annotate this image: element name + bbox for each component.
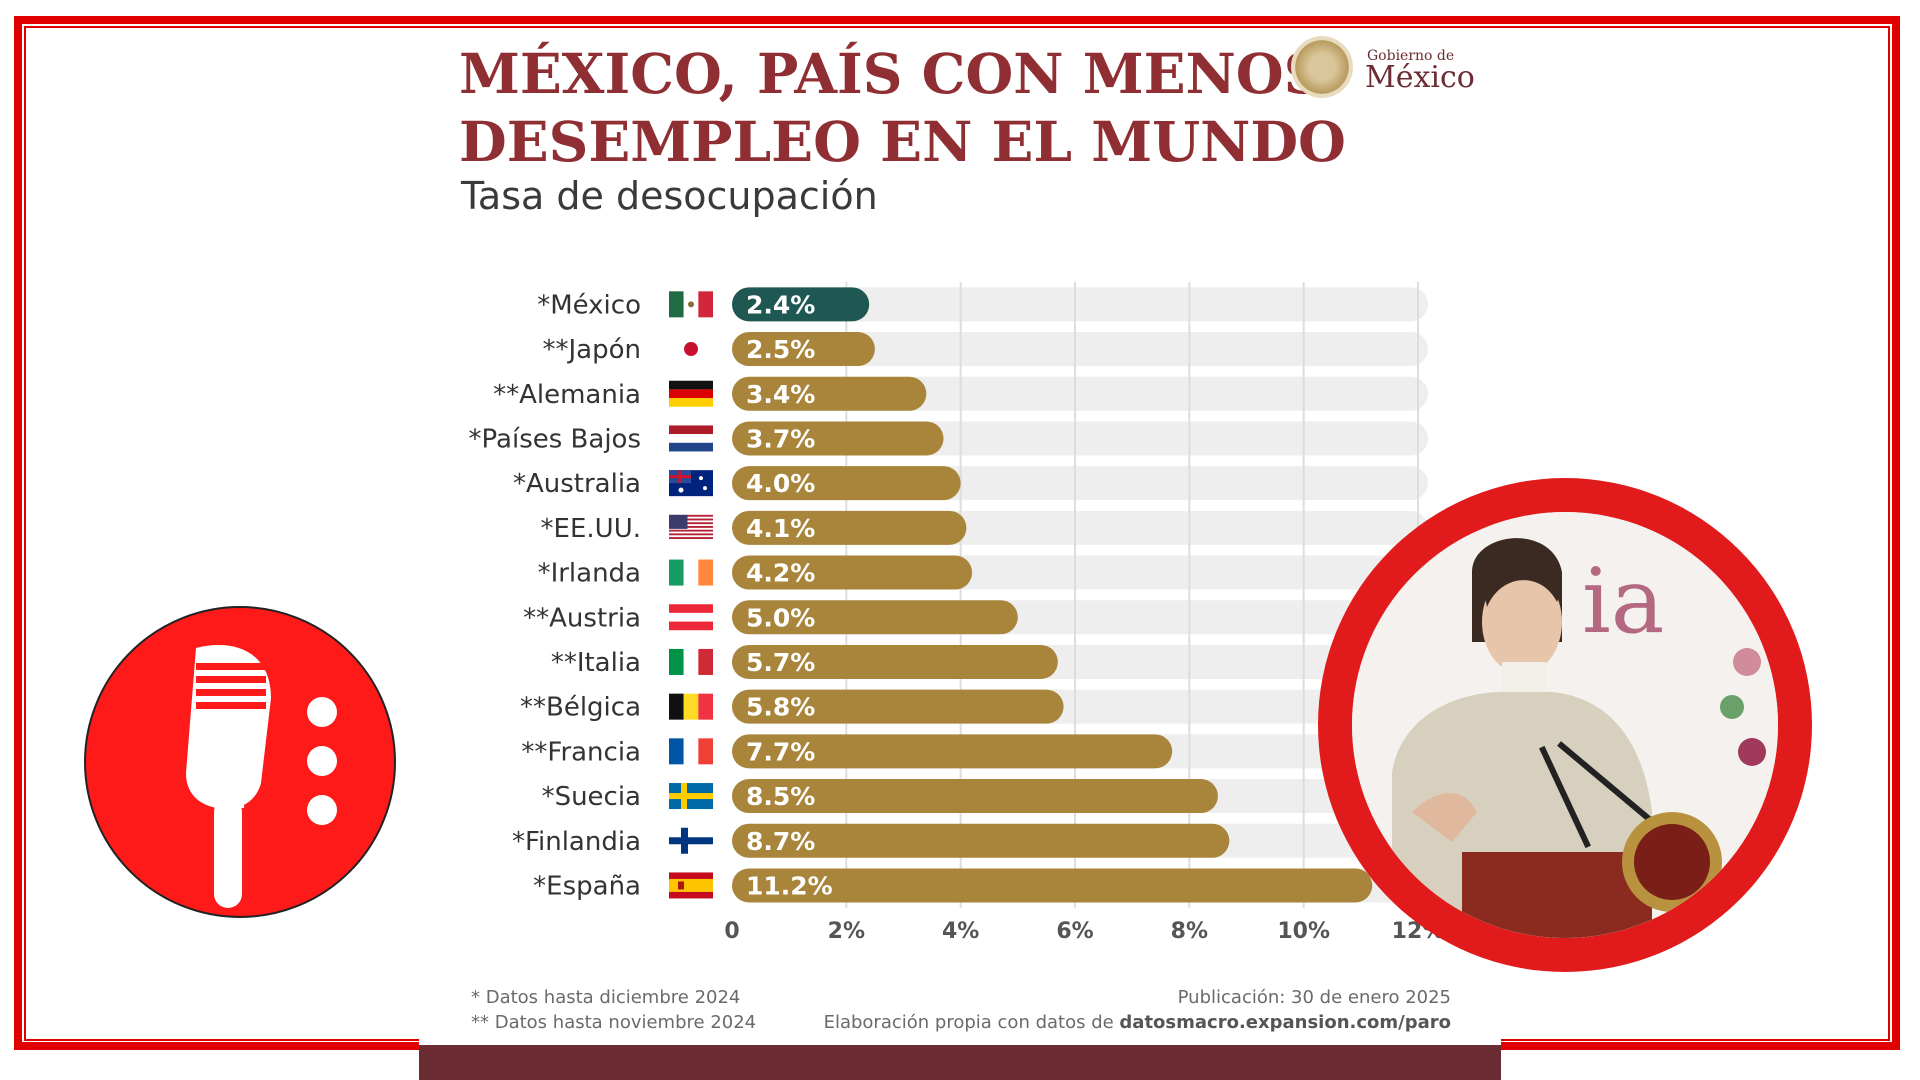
value-label: 3.4% (746, 380, 815, 409)
unemployment-bar-chart: *México 2.4% **Japón 2.5% **Alemania 3.4% *Paí… (469, 282, 1444, 944)
category-label: **Alemania (493, 380, 641, 410)
category-label: *Suecia (542, 782, 641, 812)
bar (732, 376, 927, 411)
speaker-photo-frame: ia (1318, 478, 1812, 972)
category-label: **Francia (521, 737, 641, 767)
bar (732, 510, 967, 545)
infographic-title: MÉXICO, PAÍS CON MENOS DESEMPLEO EN EL M… (459, 40, 1346, 176)
chart-subtitle: Tasa de desocupación (461, 174, 878, 218)
title-line-2: DESEMPLEO EN EL MUNDO (459, 109, 1346, 174)
category-label: *España (533, 871, 641, 901)
finland-flag-icon (669, 827, 713, 854)
source-note: Elaboración propia con datos de datosmac… (824, 1012, 1451, 1033)
seal-icon (1291, 36, 1353, 98)
infographic-panel: MÉXICO, PAÍS CON MENOS DESEMPLEO EN EL M… (419, 32, 1501, 1045)
x-tick-label: 8% (1171, 919, 1208, 944)
footnote-1: * Datos hasta diciembre 2024 (471, 987, 741, 1008)
category-label: *Países Bajos (469, 424, 641, 454)
category-label: **Bélgica (520, 693, 641, 723)
category-label: *México (537, 290, 641, 320)
bar-track (732, 332, 1428, 367)
value-label: 5.8% (746, 693, 815, 722)
category-label: **Austria (523, 603, 641, 633)
value-label: 2.5% (746, 335, 815, 364)
logo-small-text: Gobierno de (1367, 48, 1455, 64)
category-label: **Italia (551, 648, 641, 678)
value-label: 4.0% (746, 469, 815, 498)
value-label: 11.2% (746, 871, 833, 900)
category-label: *Finlandia (512, 827, 641, 857)
usa-flag-icon (669, 514, 713, 539)
bottom-strip (419, 1045, 1501, 1080)
bar (732, 332, 875, 367)
microphone-logo (84, 606, 396, 918)
logo-big-text: México (1365, 60, 1475, 95)
bar (732, 868, 1373, 903)
bar (732, 555, 973, 590)
gobierno-logo: Gobierno de México (1291, 36, 1481, 110)
publication-date: Publicación: 30 de enero 2025 (1177, 987, 1451, 1008)
value-label: 7.7% (746, 737, 815, 766)
value-label: 8.7% (746, 827, 815, 856)
x-tick-label: 4% (942, 919, 979, 944)
source-site: datosmacro.expansion.com/paro (1119, 1012, 1451, 1033)
category-label: *Australia (513, 469, 641, 499)
bar (732, 734, 1173, 769)
svg-text:ia: ia (1582, 549, 1664, 654)
france-flag-icon (669, 738, 713, 765)
footnote-2: ** Datos hasta noviembre 2024 (471, 1012, 757, 1033)
x-tick-label: 10% (1277, 919, 1330, 944)
spain-flag-icon (669, 872, 713, 899)
x-tick-label: 6% (1056, 919, 1093, 944)
title-line-1: MÉXICO, PAÍS CON MENOS (459, 41, 1324, 106)
bar (732, 644, 1058, 679)
value-label: 8.5% (746, 782, 815, 811)
value-label: 5.7% (746, 648, 815, 677)
value-label: 2.4% (746, 290, 815, 319)
x-tick-label: 2% (828, 919, 865, 944)
value-label: 4.2% (746, 559, 815, 588)
x-tick-label: 0 (724, 919, 739, 944)
value-label: 5.0% (746, 603, 815, 632)
bar (732, 287, 870, 322)
category-label: *EE.UU. (541, 514, 641, 544)
netherlands-flag-icon (669, 425, 713, 452)
bar (732, 689, 1064, 724)
italy-flag-icon (669, 648, 713, 675)
bar-track (732, 287, 1428, 322)
belgium-flag-icon (669, 693, 713, 720)
bar (732, 600, 1018, 635)
value-label: 3.7% (746, 424, 815, 453)
category-label: *Irlanda (538, 559, 641, 589)
bar (732, 466, 961, 501)
australia-flag-icon (669, 470, 713, 497)
mexico-flag-icon (669, 291, 713, 318)
speaker-photo: ia (1352, 512, 1778, 938)
germany-flag-icon (669, 380, 713, 407)
value-label: 4.1% (746, 514, 815, 543)
japan-flag-icon (669, 336, 713, 363)
austria-flag-icon (669, 604, 713, 631)
bar (732, 823, 1230, 858)
category-label: **Japón (543, 335, 642, 365)
sweden-flag-icon (669, 783, 713, 810)
ireland-flag-icon (669, 559, 713, 586)
bar (732, 421, 944, 456)
bar (732, 779, 1218, 814)
microphone-icon (186, 645, 337, 908)
source-prefix: Elaboración propia con datos de (823, 1012, 1120, 1033)
